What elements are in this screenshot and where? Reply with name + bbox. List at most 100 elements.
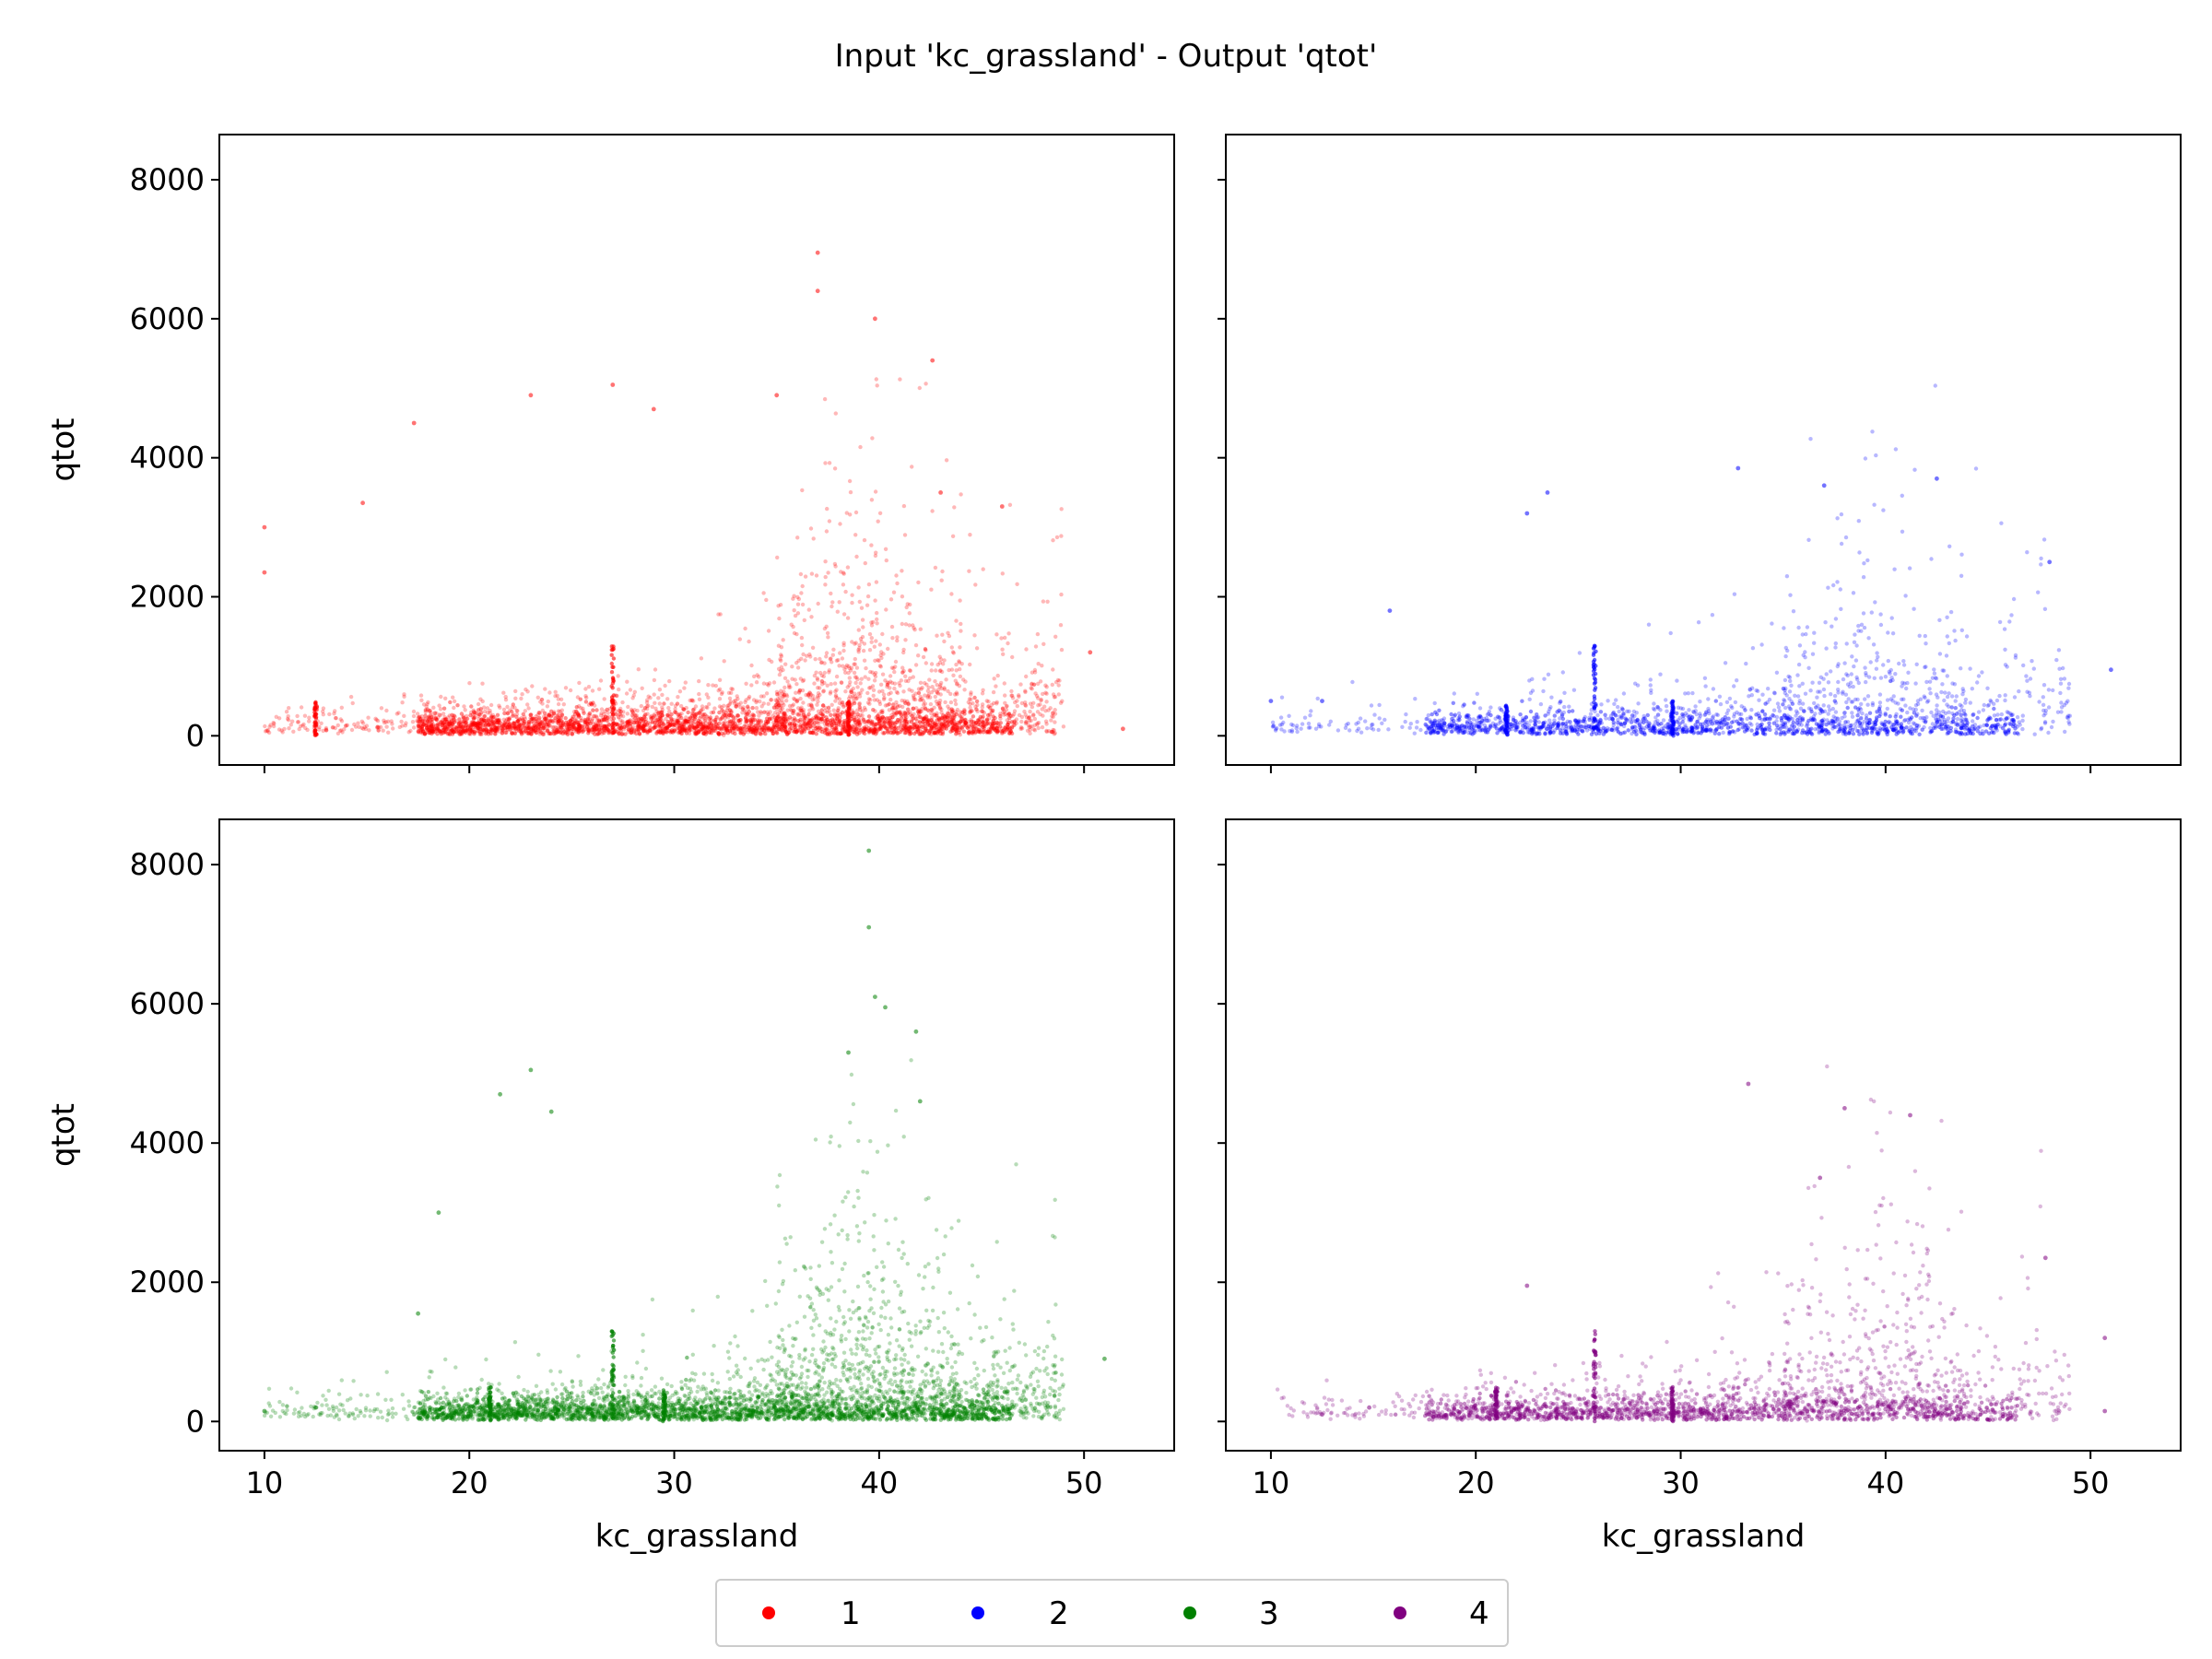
point [643, 728, 648, 734]
point [706, 724, 711, 730]
point [738, 700, 743, 705]
point [991, 714, 995, 719]
point [729, 719, 734, 724]
point [766, 719, 771, 724]
point [1861, 575, 1866, 580]
point [896, 704, 900, 709]
point [780, 706, 785, 711]
point [968, 533, 972, 537]
point [1856, 623, 1861, 629]
point [859, 606, 865, 610]
point [2041, 537, 2047, 542]
point [940, 730, 946, 735]
point [992, 727, 997, 732]
point [901, 724, 907, 728]
point [525, 728, 531, 734]
point [821, 674, 826, 679]
point [773, 725, 778, 730]
point [1003, 712, 1008, 716]
point [1652, 723, 1656, 727]
point [1279, 722, 1285, 727]
point [959, 629, 963, 633]
point [754, 728, 759, 734]
point [461, 714, 465, 719]
point [418, 693, 424, 698]
point [955, 681, 959, 686]
point [853, 729, 858, 734]
point [854, 732, 860, 736]
point [880, 688, 885, 693]
point [1054, 535, 1060, 540]
point [939, 722, 944, 727]
point [830, 723, 834, 727]
point [840, 726, 844, 732]
point [1479, 726, 1484, 731]
point [670, 723, 675, 727]
point [863, 728, 867, 733]
point [848, 689, 853, 694]
point [867, 718, 872, 723]
point [677, 730, 681, 735]
point [860, 688, 865, 692]
point [493, 727, 498, 733]
point [629, 707, 634, 712]
point [565, 732, 571, 736]
point [523, 729, 527, 734]
point [500, 730, 505, 735]
point [577, 724, 582, 729]
point [1641, 716, 1646, 721]
point [691, 722, 697, 726]
point [1562, 690, 1567, 695]
point [967, 729, 972, 735]
point [684, 705, 688, 711]
point [471, 716, 477, 721]
point [868, 727, 874, 732]
point [828, 657, 832, 662]
point [683, 728, 688, 734]
point [1001, 728, 1006, 733]
point [783, 714, 789, 719]
point [643, 723, 648, 727]
point [1874, 453, 1878, 458]
point [856, 585, 861, 590]
point [769, 698, 773, 702]
point [765, 719, 770, 724]
point [727, 712, 732, 718]
point [1839, 512, 1844, 517]
point [724, 708, 729, 712]
point [630, 710, 635, 715]
point [818, 728, 823, 734]
point [954, 690, 959, 695]
point [471, 723, 476, 727]
point [1837, 723, 1841, 727]
point [429, 724, 434, 728]
point [733, 731, 737, 736]
point [626, 719, 631, 724]
point [596, 731, 601, 736]
point [966, 731, 971, 735]
point [1460, 728, 1465, 733]
point [644, 723, 650, 728]
point [1004, 704, 1009, 709]
point [564, 724, 570, 729]
point [450, 727, 455, 732]
point [570, 722, 574, 727]
point [433, 716, 438, 721]
point [1824, 672, 1829, 677]
point [807, 708, 812, 712]
point [501, 723, 506, 727]
point [531, 729, 535, 734]
point [830, 653, 835, 657]
point [704, 704, 709, 710]
point [625, 712, 629, 716]
point [872, 730, 877, 735]
point [676, 712, 681, 717]
point [571, 714, 575, 719]
point [555, 720, 559, 724]
point [923, 728, 927, 734]
point [556, 717, 560, 722]
point [877, 642, 882, 647]
point [843, 665, 848, 670]
point [944, 458, 949, 463]
point [1900, 529, 1905, 534]
